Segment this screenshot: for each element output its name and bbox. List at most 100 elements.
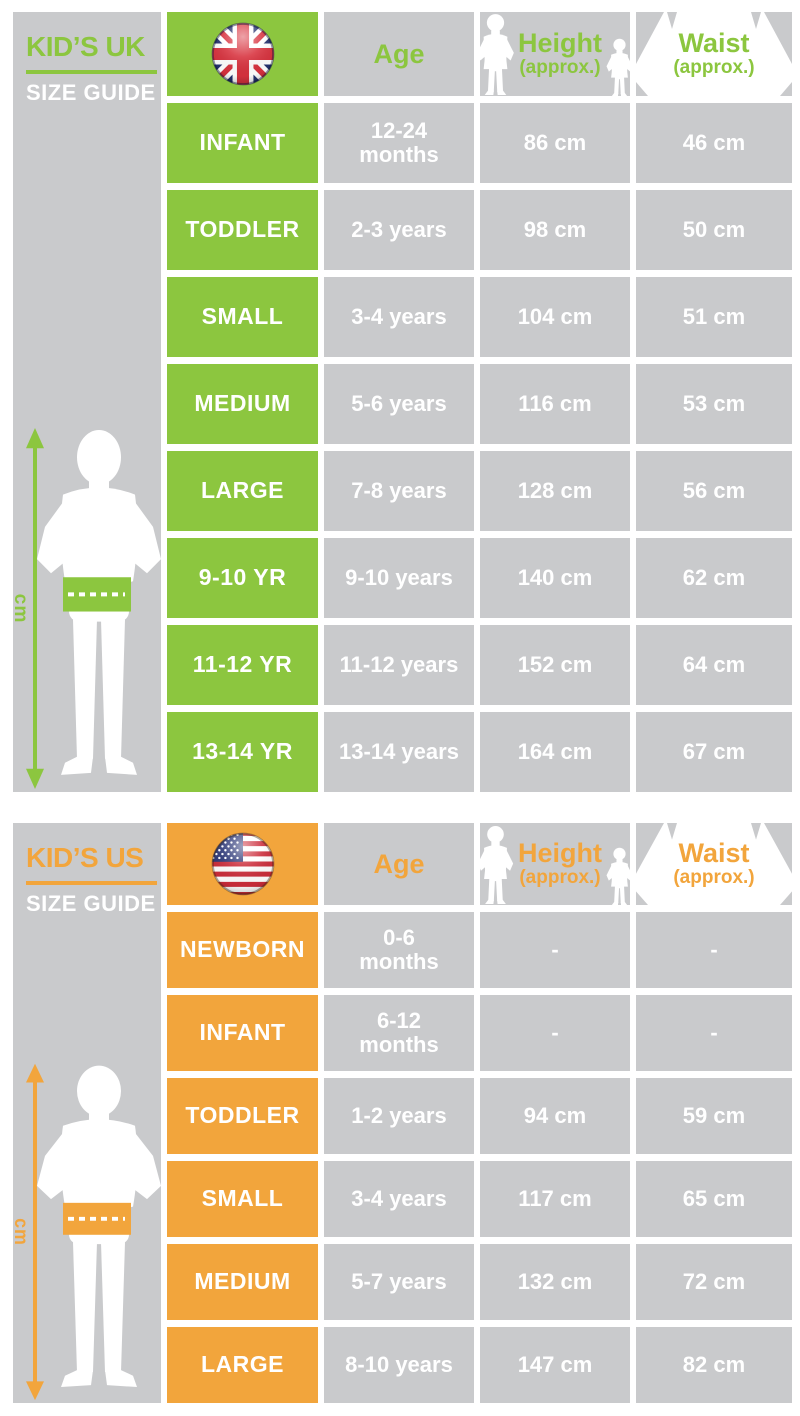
uk-height-cell: 116 cm <box>480 364 630 444</box>
uk-sidebar-panel: KID’S UK SIZE GUIDE <box>13 12 161 792</box>
us-height-cell: - <box>480 995 630 1071</box>
uk-age-cell: 7-8 years <box>324 451 474 531</box>
uk-height-cell: 86 cm <box>480 103 630 183</box>
us-size-cell: LARGE <box>167 1327 318 1403</box>
uk-height-cell: 152 cm <box>480 625 630 705</box>
uk-measuring-boy-figure: cm <box>13 428 161 789</box>
uk-size-cell: MEDIUM <box>167 364 318 444</box>
uk-header-flag-cell <box>167 12 318 96</box>
waist-band <box>63 1202 131 1235</box>
waist-torso-icon <box>636 12 792 96</box>
us-waist-cell: 65 cm <box>636 1161 792 1237</box>
uk-waist-cell: 50 cm <box>636 190 792 270</box>
us-header-height: Height (approx.) <box>477 823 633 905</box>
uk-height-cell: 98 cm <box>480 190 630 270</box>
height-column-label: Height <box>518 28 602 59</box>
us-title-block: KID’S US SIZE GUIDE <box>13 823 161 917</box>
us-size-cell: MEDIUM <box>167 1244 318 1320</box>
us-sidebar-panel: KID’S US SIZE GUIDE <box>13 823 161 1403</box>
us-age-cell: 5-7 years <box>324 1244 474 1320</box>
height-column-label: Height <box>518 838 602 869</box>
us-measuring-boy-figure: cm <box>13 1063 161 1401</box>
waist-torso-icon <box>636 823 792 905</box>
us-subtitle: SIZE GUIDE <box>26 891 156 916</box>
uk-size-cell: 13-14 YR <box>167 712 318 792</box>
us-height-cell: 132 cm <box>480 1244 630 1320</box>
us-title: KID’S US <box>26 842 144 873</box>
uk-size-cell: TODDLER <box>167 190 318 270</box>
us-waist-cell: - <box>636 912 792 988</box>
height-arrow-icon <box>26 428 44 789</box>
waist-column-sublabel: (approx.) <box>673 56 755 78</box>
uk-age-cell: 13-14 years <box>324 712 474 792</box>
us-waist-cell: 82 cm <box>636 1327 792 1403</box>
small-child-figure-icon <box>606 38 633 96</box>
us-size-cell: INFANT <box>167 995 318 1071</box>
uk-waist-cell: 56 cm <box>636 451 792 531</box>
uk-height-cell: 140 cm <box>480 538 630 618</box>
us-waist-cell: 72 cm <box>636 1244 792 1320</box>
uk-title-block: KID’S UK SIZE GUIDE <box>13 12 161 106</box>
boy-silhouette-icon <box>37 430 161 775</box>
uk-size-cell: SMALL <box>167 277 318 357</box>
us-waist-cell: 59 cm <box>636 1078 792 1154</box>
us-waist-cell: - <box>636 995 792 1071</box>
uk-waist-cell: 53 cm <box>636 364 792 444</box>
uk-size-cell: 9-10 YR <box>167 538 318 618</box>
waist-column-sublabel: (approx.) <box>673 866 755 888</box>
uk-age-cell: 11-12 years <box>324 625 474 705</box>
us-size-guide-section: KID’S US SIZE GUIDE <box>13 823 792 1403</box>
us-age-cell: 0-6 months <box>324 912 474 988</box>
us-age-cell: 1-2 years <box>324 1078 474 1154</box>
us-height-cell: 94 cm <box>480 1078 630 1154</box>
uk-size-cell: 11-12 YR <box>167 625 318 705</box>
uk-waist-cell: 51 cm <box>636 277 792 357</box>
uk-header-age: Age <box>324 12 474 96</box>
uk-age-cell: 3-4 years <box>324 277 474 357</box>
us-age-cell: 6-12 months <box>324 995 474 1071</box>
waist-column-label: Waist <box>678 28 750 59</box>
uk-size-cell: LARGE <box>167 451 318 531</box>
us-height-cell: - <box>480 912 630 988</box>
waist-column-label: Waist <box>678 838 750 869</box>
height-column-sublabel: (approx.) <box>519 866 601 888</box>
uk-flag-icon <box>211 22 274 86</box>
small-child-figure-icon <box>606 847 633 905</box>
us-header-age: Age <box>324 823 474 905</box>
us-cm-label: cm <box>13 1218 33 1246</box>
uk-waist-cell: 67 cm <box>636 712 792 792</box>
uk-height-cell: 164 cm <box>480 712 630 792</box>
uk-height-cell: 128 cm <box>480 451 630 531</box>
age-column-label: Age <box>373 38 425 69</box>
us-age-cell: 3-4 years <box>324 1161 474 1237</box>
uk-waist-cell: 64 cm <box>636 625 792 705</box>
uk-age-cell: 9-10 years <box>324 538 474 618</box>
us-height-cell: 147 cm <box>480 1327 630 1403</box>
us-size-cell: NEWBORN <box>167 912 318 988</box>
uk-header-height: Height (approx.) <box>477 12 633 96</box>
us-flag-icon <box>211 832 274 896</box>
uk-waist-cell: 46 cm <box>636 103 792 183</box>
uk-header-waist: Waist (approx.) <box>636 12 792 96</box>
us-header-waist: Waist (approx.) <box>636 823 792 905</box>
tall-child-figure-icon <box>477 825 514 904</box>
uk-age-cell: 2-3 years <box>324 190 474 270</box>
uk-title-underline <box>26 70 157 74</box>
waist-band <box>63 577 131 612</box>
us-header-flag-cell <box>167 823 318 905</box>
uk-age-cell: 12-24 months <box>324 103 474 183</box>
uk-height-cell: 104 cm <box>480 277 630 357</box>
us-height-cell: 117 cm <box>480 1161 630 1237</box>
uk-waist-cell: 62 cm <box>636 538 792 618</box>
uk-subtitle: SIZE GUIDE <box>26 80 156 105</box>
us-size-cell: TODDLER <box>167 1078 318 1154</box>
height-column-sublabel: (approx.) <box>519 56 601 78</box>
uk-size-guide-section: KID’S UK SIZE GUIDE <box>13 12 792 792</box>
us-size-cell: SMALL <box>167 1161 318 1237</box>
uk-age-cell: 5-6 years <box>324 364 474 444</box>
us-title-underline <box>26 881 157 885</box>
uk-title: KID’S UK <box>26 31 145 62</box>
height-arrow-icon <box>26 1063 44 1401</box>
tall-child-figure-icon <box>477 14 514 95</box>
